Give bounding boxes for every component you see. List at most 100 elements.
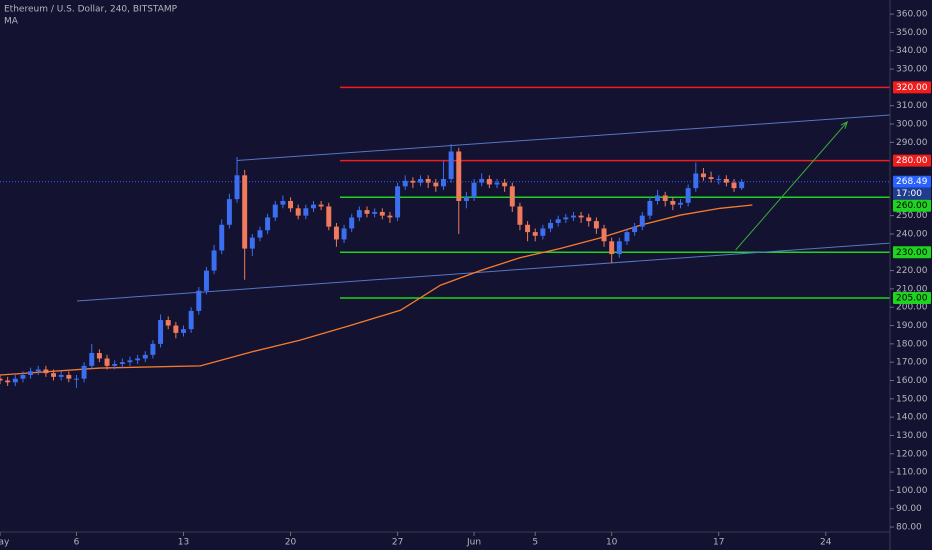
candle-body [219, 224, 225, 251]
candle-body [295, 208, 301, 216]
countdown-label-box [893, 187, 931, 200]
candle-body [326, 206, 332, 227]
candle-body [318, 204, 324, 207]
y-tick-label: 90.00 [896, 504, 922, 514]
candle-body [181, 329, 186, 333]
indicator-label: MA [4, 17, 19, 27]
candle-body [471, 182, 477, 198]
candle-body [234, 175, 240, 200]
candle-body [226, 199, 232, 225]
candle-body [731, 182, 737, 189]
candle-body [395, 186, 401, 218]
candle-body [311, 204, 316, 209]
candle-body [716, 178, 722, 180]
candle-body [280, 200, 286, 205]
candle-body [609, 241, 615, 255]
y-tick-label: 330.00 [896, 65, 928, 75]
candle-body [739, 181, 745, 189]
candle-body [632, 226, 638, 233]
arrow [735, 121, 848, 251]
candle-body [165, 320, 171, 326]
candle-body [555, 219, 561, 223]
y-tick-label: 340.00 [896, 46, 928, 56]
candle-body [502, 182, 508, 187]
level-label-box [893, 246, 931, 259]
x-tick-label: 5 [532, 538, 538, 548]
candle-body [188, 310, 194, 330]
candle-body [708, 177, 714, 179]
level-label: 320.00 [896, 83, 928, 93]
candle-body [288, 200, 294, 209]
candle-body [104, 358, 110, 366]
candle-body [73, 378, 79, 380]
candle-body [685, 188, 691, 203]
candle-body [700, 173, 706, 178]
y-tick-label: 120.00 [896, 449, 928, 459]
candle-body [563, 217, 569, 220]
level-label-box [893, 292, 931, 305]
candle-body [211, 250, 217, 271]
level-label: 205.00 [896, 294, 928, 304]
candle-body [96, 353, 102, 359]
candle-body [525, 224, 531, 233]
y-tick-label: 190.00 [896, 321, 928, 331]
candle-body [196, 290, 202, 311]
candle-body [150, 343, 156, 355]
y-tick-label: 220.00 [896, 266, 928, 276]
candle-body [135, 358, 141, 361]
candle-body [548, 222, 554, 229]
candle-body [158, 320, 164, 344]
candle-body [303, 208, 309, 216]
x-tick-label: 27 [392, 538, 403, 548]
level-label: 260.00 [896, 201, 928, 211]
candle-body [601, 228, 607, 242]
candle-body [364, 210, 370, 214]
candle-body [517, 206, 523, 225]
trendline [77, 242, 891, 302]
x-tick-label: 13 [178, 538, 189, 548]
candle-body [379, 211, 385, 216]
x-tick-label: Jun [466, 538, 481, 548]
candle-body [43, 369, 49, 374]
y-tick-label: 100.00 [896, 486, 928, 496]
y-tick-label: 290.00 [896, 138, 928, 148]
candle-body [51, 373, 57, 377]
y-tick-label: 140.00 [896, 413, 928, 423]
x-tick-label: 17 [713, 538, 724, 548]
candle-body [410, 180, 416, 183]
candle-body [341, 228, 347, 240]
trendline [236, 114, 891, 161]
level-label-box [893, 81, 931, 94]
x-tick-label: 24 [820, 538, 832, 548]
y-tick-label: 250.00 [896, 211, 928, 221]
y-tick-label: 80.00 [896, 523, 922, 533]
y-tick-label: 150.00 [896, 394, 928, 404]
x-tick-label: 6 [74, 538, 80, 548]
candle-body [418, 178, 424, 183]
candle-body [402, 180, 408, 187]
candle-body [35, 369, 41, 372]
candle-body [127, 360, 133, 363]
y-tick-label: 310.00 [896, 101, 928, 111]
candle-body [58, 375, 64, 377]
y-tick-label: 170.00 [896, 358, 928, 368]
chart-title: Ethereum / U.S. Dollar, 240, BITSTAMP [4, 5, 178, 15]
candle-body [12, 378, 18, 383]
level-label-box [893, 199, 931, 212]
candle-body [0, 378, 3, 381]
last-price-label: 268.49 [896, 177, 928, 187]
candle-body [693, 173, 699, 189]
candle-body [203, 270, 209, 291]
candle-body [425, 178, 431, 183]
x-tick-label: 20 [285, 538, 297, 548]
candle-body [81, 365, 87, 379]
candle-body [639, 215, 645, 227]
y-tick-label: 200.00 [896, 303, 928, 313]
candle-body [440, 178, 446, 187]
x-tick-label: 10 [606, 538, 618, 548]
candle-body [66, 375, 72, 379]
arrow-head [840, 121, 849, 129]
